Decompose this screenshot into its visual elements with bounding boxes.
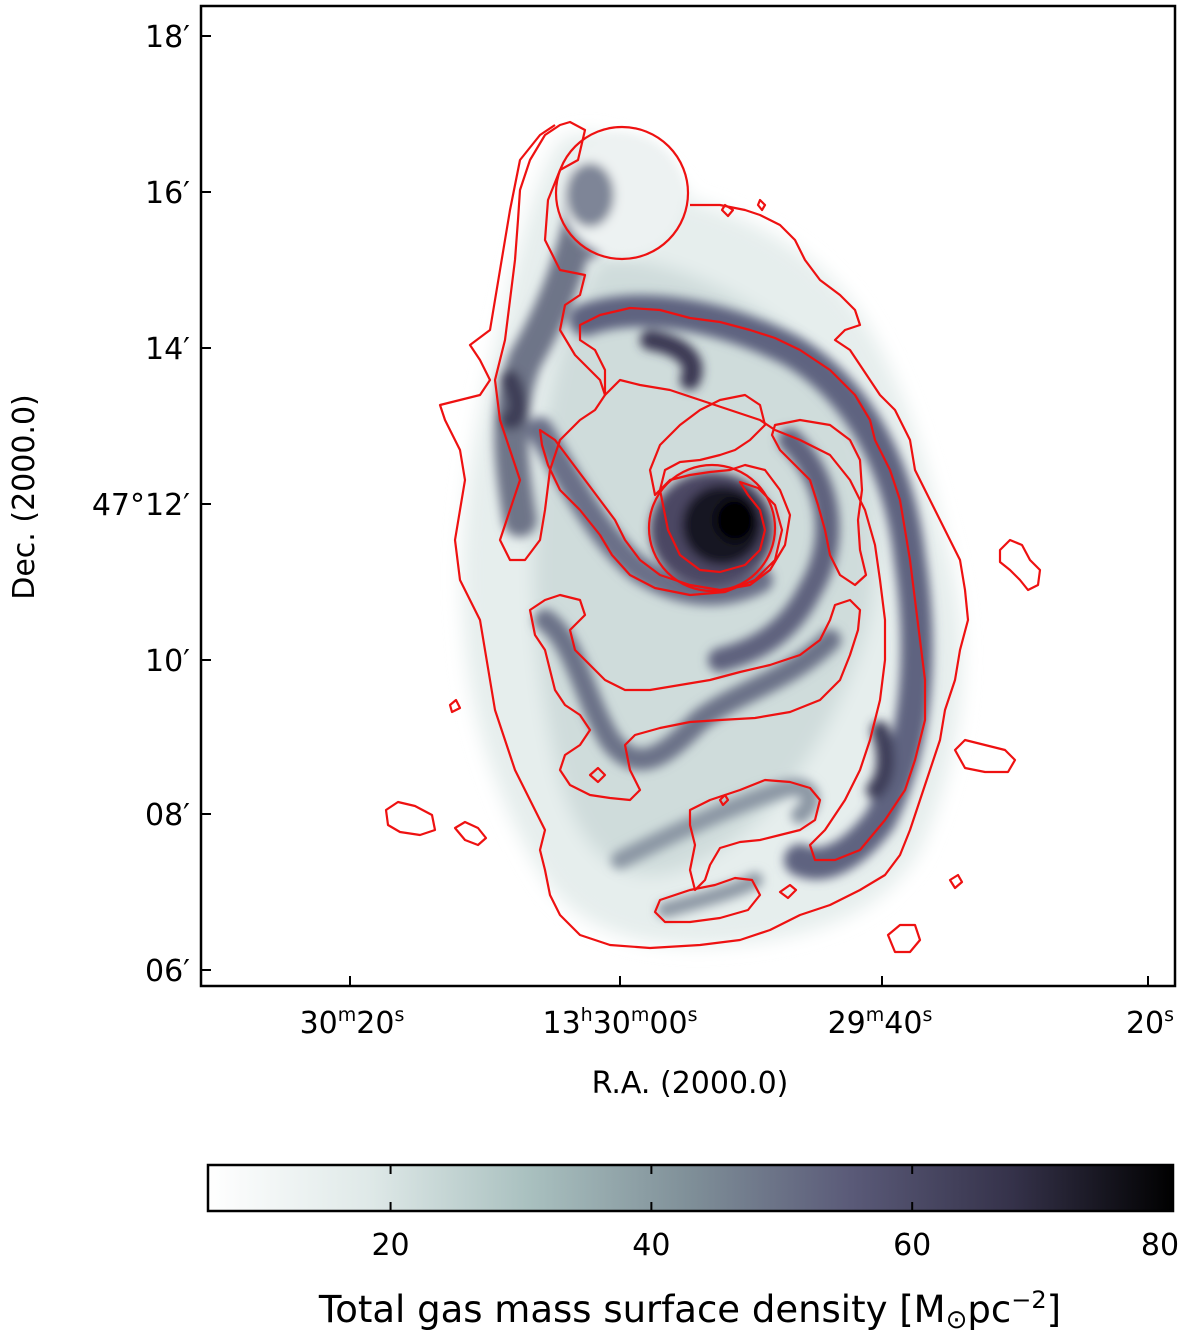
colorbar-tick-label: 60	[893, 1228, 931, 1263]
ra-tick-label: 13h30m00s	[542, 1004, 697, 1041]
colorbar-title: Total gas mass surface density [M⊙pc−2]	[318, 1286, 1061, 1335]
plot-frame	[199, 4, 1177, 988]
dec-tick-label: 06′	[145, 954, 190, 989]
dec-tick-label: 18′	[145, 20, 190, 55]
dec-tick-label: 10′	[145, 644, 190, 679]
colorbar-tick-label: 20	[371, 1228, 409, 1263]
gas-density-map	[201, 6, 1175, 986]
colorbar-gradient	[206, 1163, 1175, 1213]
colorbar-tick-label: 40	[632, 1228, 670, 1263]
colorbar-tick-labels: 20 40 60 80	[371, 1228, 1179, 1263]
dec-tick-label: 16′	[145, 176, 190, 211]
dec-tick-marks	[201, 35, 211, 971]
ra-tick-marks	[349, 976, 1149, 986]
ra-axis-title: R.A. (2000.0)	[592, 1066, 789, 1101]
colorbar: 20 40 60 80 Total gas mass surface densi…	[206, 1163, 1179, 1335]
ra-tick-label: 29m40s	[828, 1004, 933, 1041]
dec-tick-label: 08′	[145, 798, 190, 833]
colorbar-tick-label: 80	[1141, 1228, 1179, 1263]
ra-tick-labels: 30m20s 13h30m00s 29m40s 20s	[300, 1004, 1174, 1041]
dec-tick-labels: 18′ 16′ 14′ 47°12′ 10′ 08′ 06′	[92, 20, 190, 989]
ra-tick-label: 30m20s	[300, 1004, 405, 1041]
colorbar-tick-marks	[389, 1165, 1174, 1211]
dec-axis-title: Dec. (2000.0)	[7, 394, 42, 600]
ra-tick-label: 20s	[1126, 1004, 1174, 1041]
density-contours	[384, 120, 1042, 954]
dec-tick-label: 14′	[145, 332, 190, 367]
dec-tick-label: 47°12′	[92, 488, 190, 523]
